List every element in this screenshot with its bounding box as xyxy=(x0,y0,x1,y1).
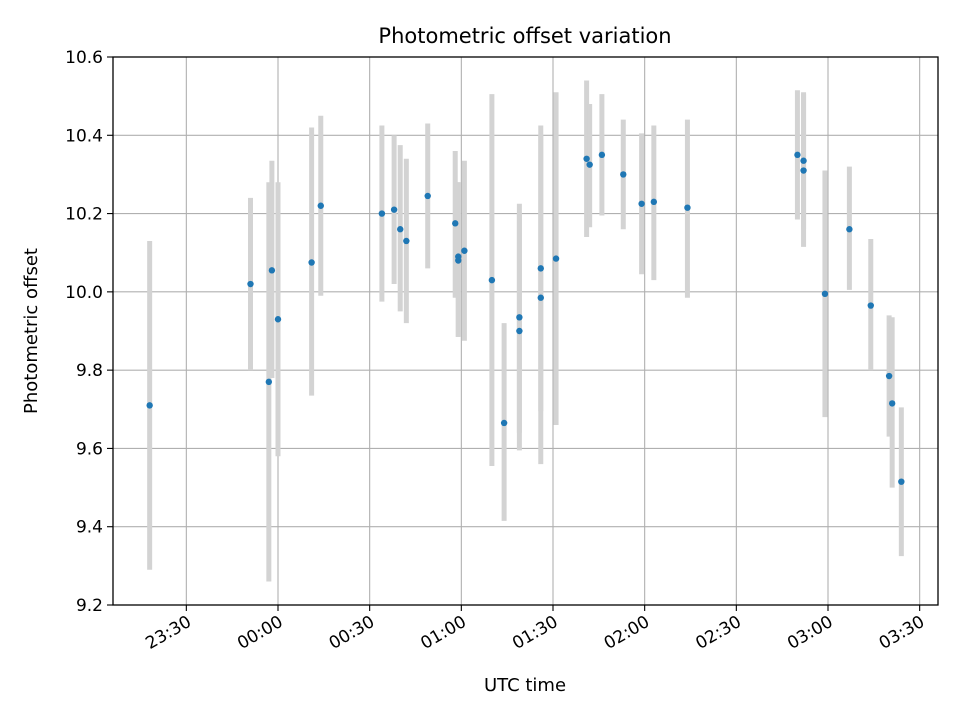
data-point xyxy=(586,161,593,168)
data-point xyxy=(888,400,896,407)
y-tick-label: 10.6 xyxy=(65,48,103,68)
data-point xyxy=(684,204,691,211)
data-point xyxy=(461,247,468,254)
data-points xyxy=(146,151,905,485)
y-axis: 9.2 9.4 9.6 9.8 10.0 10.2 10.4 10.6 xyxy=(65,48,113,616)
data-point xyxy=(537,294,544,301)
data-point xyxy=(390,206,398,213)
data-point xyxy=(583,155,590,162)
data-point xyxy=(885,372,893,380)
data-point xyxy=(898,478,905,485)
y-tick-label: 9.4 xyxy=(76,518,103,538)
data-point xyxy=(146,402,153,409)
data-point xyxy=(537,265,544,272)
chart-title: Photometric offset variation xyxy=(378,24,671,48)
data-point xyxy=(317,202,324,209)
data-point xyxy=(274,316,282,323)
data-point xyxy=(638,200,645,207)
y-tick-label: 10.4 xyxy=(65,126,103,146)
data-point xyxy=(552,255,560,262)
data-point xyxy=(488,276,496,284)
data-point xyxy=(500,419,508,427)
x-axis-label: UTC time xyxy=(484,675,566,696)
data-point xyxy=(867,302,874,309)
data-point xyxy=(800,167,807,174)
data-point xyxy=(800,157,807,164)
y-tick-label: 10.2 xyxy=(65,205,103,225)
data-point xyxy=(308,259,315,266)
data-point xyxy=(598,151,606,159)
data-point xyxy=(846,226,853,233)
data-point xyxy=(247,280,254,288)
y-tick-label: 9.8 xyxy=(76,361,103,381)
y-tick-label: 10.0 xyxy=(65,283,103,303)
data-point xyxy=(403,237,410,245)
data-point xyxy=(455,257,462,264)
data-point xyxy=(378,210,386,217)
data-point xyxy=(452,220,459,227)
y-tick-label: 9.6 xyxy=(76,439,103,459)
data-point xyxy=(424,192,431,200)
data-point xyxy=(516,327,523,335)
y-axis-label: Photometric offset xyxy=(21,248,42,414)
data-point xyxy=(516,314,523,321)
data-point xyxy=(265,378,273,386)
plot-frame xyxy=(112,56,939,606)
data-point xyxy=(397,226,404,233)
data-point xyxy=(821,290,829,298)
data-point xyxy=(268,267,276,274)
data-point xyxy=(650,198,658,206)
data-point xyxy=(620,171,627,178)
y-tick-label: 9.2 xyxy=(76,596,103,616)
data-point xyxy=(794,151,801,159)
